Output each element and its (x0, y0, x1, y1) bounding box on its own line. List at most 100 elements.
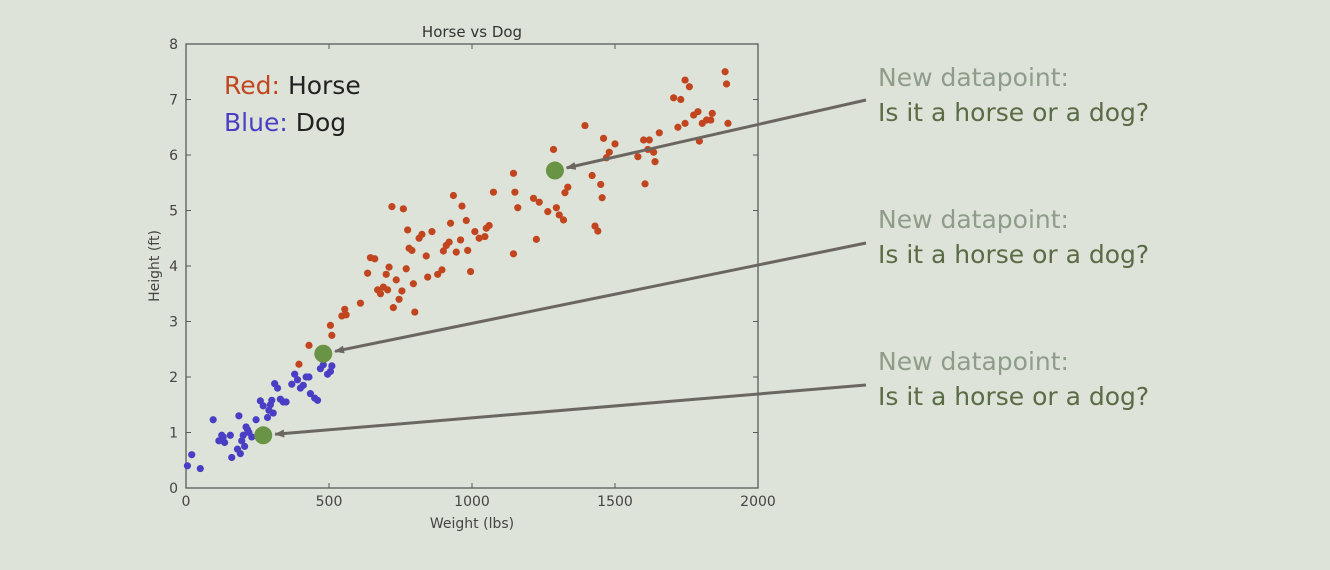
horse-point (509, 169, 518, 177)
horse-point (599, 134, 608, 142)
horse-point (651, 158, 659, 166)
horse-point (509, 250, 518, 258)
y-tick-label: 7 (169, 93, 178, 109)
horse-point (364, 269, 372, 277)
legend-label-dog: Dog (296, 108, 346, 137)
x-tick-label: 2000 (740, 494, 776, 510)
horse-point (456, 236, 465, 244)
annotation-arrow (565, 98, 867, 170)
horse-point (385, 263, 393, 271)
y-tick-label: 1 (169, 426, 178, 442)
horse-point (559, 216, 568, 224)
horse-point (458, 202, 466, 210)
dog-point (313, 396, 322, 404)
annotation-3: New datapoint: Is it a horse or a dog? (878, 344, 1149, 414)
dog-point (183, 462, 192, 470)
x-tick-label: 500 (316, 494, 343, 510)
annotation-2: New datapoint: Is it a horse or a dog? (878, 202, 1149, 272)
data-points (183, 68, 732, 473)
legend-entry-horse: Red: Horse (224, 71, 361, 100)
dog-point (259, 402, 267, 410)
horse-point (544, 208, 552, 216)
horse-point (685, 83, 693, 91)
new-datapoint (314, 344, 333, 363)
horse-point (376, 290, 385, 298)
horse-point (611, 140, 619, 148)
horse-point (535, 198, 543, 206)
dog-point (263, 413, 272, 422)
horse-point (449, 191, 458, 200)
horse-point (561, 189, 569, 197)
axis-ticks: 0 500 1000 1500 2000 0 1 2 3 4 5 6 7 8 (169, 37, 776, 510)
dog-point (219, 433, 227, 441)
horse-point (356, 299, 365, 307)
dog-point (269, 409, 277, 417)
y-tick-label: 5 (169, 204, 178, 220)
legend-color-word-blue: Blue (224, 108, 279, 137)
horse-point (722, 80, 731, 88)
horse-point (581, 121, 589, 130)
horse-point (328, 331, 336, 339)
dog-point (235, 412, 243, 420)
dog-point (228, 453, 236, 462)
horse-point (552, 204, 560, 212)
y-tick-label: 2 (169, 370, 178, 386)
horse-point (439, 247, 447, 255)
horse-point (399, 205, 407, 213)
horse-point (707, 116, 715, 124)
dog-point (273, 384, 282, 392)
horse-point (434, 270, 442, 278)
y-tick-label: 0 (169, 481, 178, 497)
horse-point (409, 280, 417, 288)
y-tick-label: 6 (169, 148, 178, 164)
dog-point (226, 431, 234, 439)
dog-point (306, 390, 315, 398)
horse-point (326, 321, 335, 329)
x-tick-label: 0 (182, 494, 191, 510)
legend-entry-dog: Blue: Dog (224, 108, 346, 137)
horse-point (462, 216, 470, 225)
horse-point (411, 308, 419, 316)
y-tick-label: 4 (169, 259, 178, 275)
legend: Red: Horse Blue: Dog (224, 71, 361, 137)
annotation-arrows (274, 98, 867, 438)
horse-point (445, 238, 453, 246)
dog-point (209, 416, 217, 424)
horse-point (422, 252, 430, 260)
horse-point (555, 211, 563, 219)
dog-point (252, 416, 260, 424)
horse-point (674, 123, 682, 131)
horse-point (645, 136, 653, 144)
dog-point (221, 438, 229, 447)
dog-point (326, 367, 335, 376)
annotation-3-heading: New datapoint: (878, 347, 1069, 376)
horse-point (341, 305, 349, 313)
dog-point (239, 431, 247, 439)
dog-point (268, 396, 276, 404)
horse-point (724, 119, 732, 127)
horse-point (295, 360, 303, 368)
horse-point (382, 270, 390, 278)
horse-point (452, 248, 460, 256)
new-datapoints (254, 161, 564, 445)
dog-point (299, 381, 307, 389)
horse-point (481, 232, 489, 241)
horse-point (529, 194, 538, 202)
horse-point (388, 203, 396, 211)
horse-point (597, 180, 605, 189)
dog-point (236, 449, 244, 458)
horse-point (721, 68, 729, 76)
dog-point (282, 398, 290, 406)
horse-point (418, 230, 426, 238)
horse-point (384, 286, 392, 294)
horse-point (605, 148, 613, 156)
annotation-2-question: Is it a horse or a dog? (878, 240, 1150, 269)
horse-point (670, 94, 678, 102)
horse-point (446, 219, 455, 227)
dog-point (328, 362, 336, 370)
horse-point (564, 183, 572, 191)
annotation-1-question: Is it a horse or a dog? (878, 98, 1150, 127)
horse-point (598, 194, 606, 202)
horse-point (371, 255, 379, 263)
horse-point (408, 246, 416, 255)
